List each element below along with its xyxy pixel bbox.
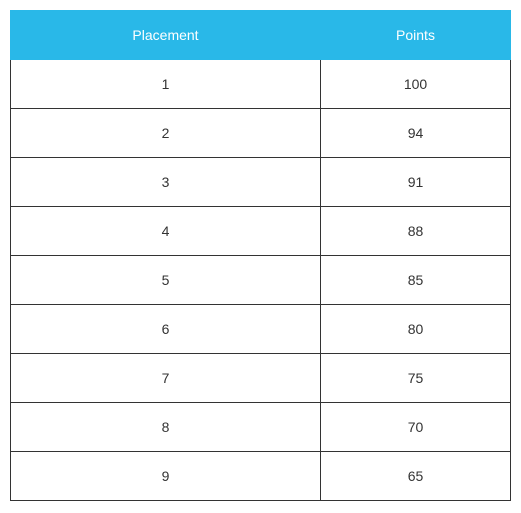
points-table: Placement Points 1 100 2 94 3 91 4 88 5 (10, 10, 511, 501)
cell-points: 88 (321, 207, 511, 256)
cell-placement: 5 (11, 256, 321, 305)
cell-points: 91 (321, 158, 511, 207)
table-row: 8 70 (11, 403, 511, 452)
table-row: 6 80 (11, 305, 511, 354)
cell-placement: 3 (11, 158, 321, 207)
cell-points: 100 (321, 60, 511, 109)
table-row: 9 65 (11, 452, 511, 501)
cell-placement: 7 (11, 354, 321, 403)
cell-points: 85 (321, 256, 511, 305)
table-row: 1 100 (11, 60, 511, 109)
column-header-placement: Placement (11, 11, 321, 60)
table-row: 3 91 (11, 158, 511, 207)
cell-points: 70 (321, 403, 511, 452)
table-header-row: Placement Points (11, 11, 511, 60)
cell-points: 80 (321, 305, 511, 354)
cell-placement: 4 (11, 207, 321, 256)
cell-points: 65 (321, 452, 511, 501)
cell-placement: 1 (11, 60, 321, 109)
table-row: 2 94 (11, 109, 511, 158)
cell-points: 94 (321, 109, 511, 158)
column-header-points: Points (321, 11, 511, 60)
cell-points: 75 (321, 354, 511, 403)
points-table-container: Placement Points 1 100 2 94 3 91 4 88 5 (10, 10, 511, 501)
table-row: 7 75 (11, 354, 511, 403)
table-row: 5 85 (11, 256, 511, 305)
cell-placement: 9 (11, 452, 321, 501)
table-row: 4 88 (11, 207, 511, 256)
cell-placement: 6 (11, 305, 321, 354)
cell-placement: 8 (11, 403, 321, 452)
cell-placement: 2 (11, 109, 321, 158)
